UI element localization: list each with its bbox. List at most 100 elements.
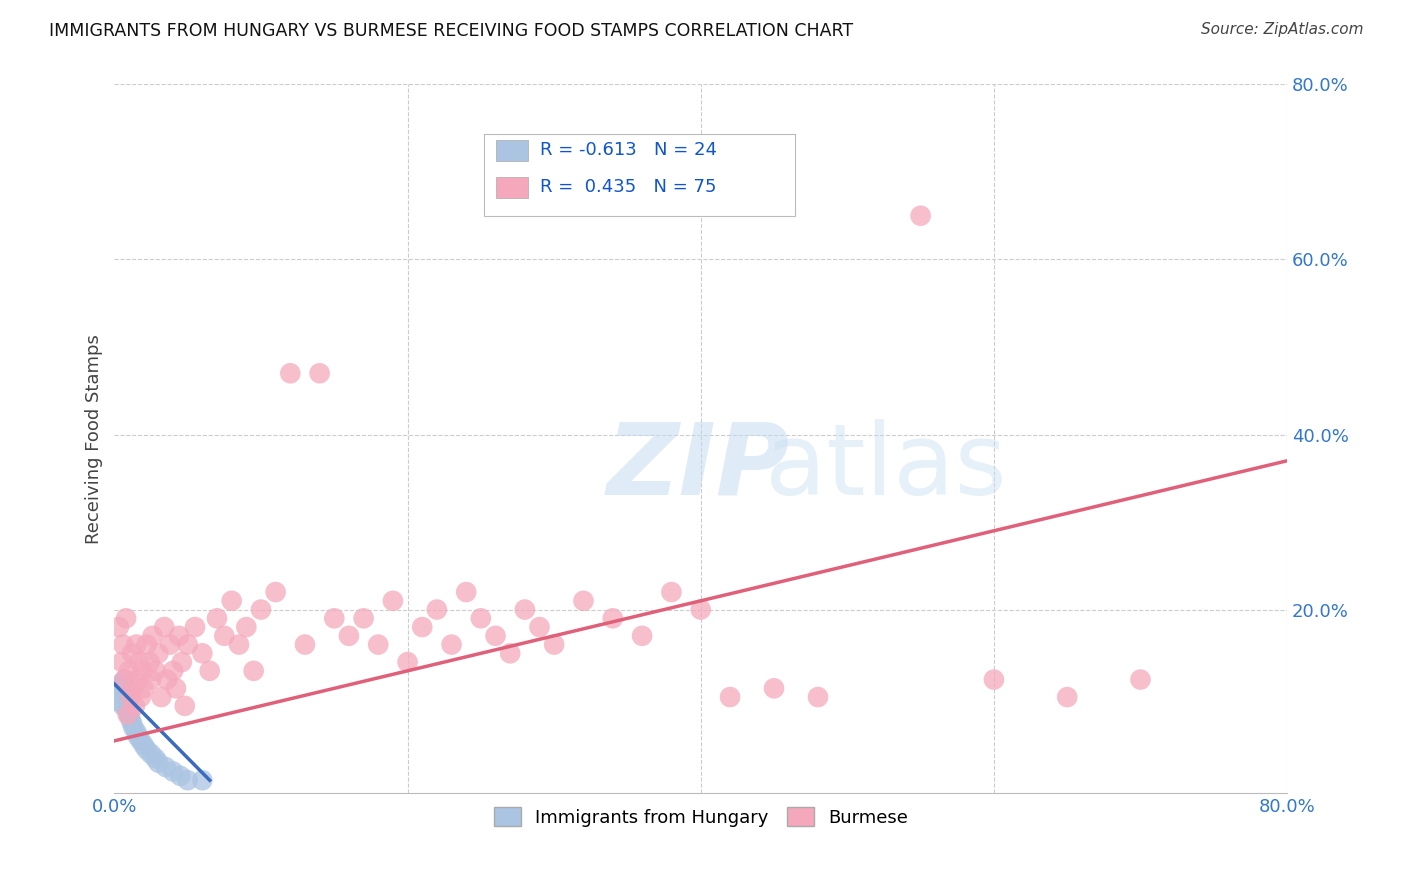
Point bbox=[124, 698, 146, 713]
Point bbox=[167, 629, 190, 643]
Point bbox=[122, 721, 145, 735]
Point bbox=[138, 655, 160, 669]
Point bbox=[235, 620, 257, 634]
Legend: Immigrants from Hungary, Burmese: Immigrants from Hungary, Burmese bbox=[486, 800, 915, 834]
Point bbox=[426, 602, 449, 616]
Point bbox=[353, 611, 375, 625]
Point bbox=[117, 703, 139, 717]
Point bbox=[145, 751, 167, 765]
Point bbox=[191, 646, 214, 660]
Point bbox=[145, 664, 167, 678]
Text: ZIP: ZIP bbox=[607, 418, 790, 516]
Text: atlas: atlas bbox=[765, 418, 1007, 516]
Point bbox=[205, 611, 228, 625]
Point bbox=[910, 209, 932, 223]
Point bbox=[162, 664, 184, 678]
Point bbox=[221, 594, 243, 608]
Point bbox=[631, 629, 654, 643]
Point bbox=[139, 747, 162, 761]
Point bbox=[108, 694, 131, 708]
Point bbox=[127, 730, 149, 744]
Point bbox=[155, 760, 177, 774]
Point bbox=[184, 620, 207, 634]
Point bbox=[396, 655, 419, 669]
Point bbox=[529, 620, 551, 634]
Bar bbox=[495, 140, 529, 161]
Point bbox=[129, 690, 152, 704]
Point bbox=[169, 769, 191, 783]
Point bbox=[108, 620, 131, 634]
Point bbox=[440, 638, 463, 652]
Point bbox=[214, 629, 236, 643]
Point bbox=[250, 602, 273, 616]
Point bbox=[572, 594, 595, 608]
Text: R = -0.613   N = 24: R = -0.613 N = 24 bbox=[540, 141, 717, 159]
Point bbox=[132, 681, 155, 696]
Point bbox=[132, 738, 155, 752]
Point bbox=[131, 664, 153, 678]
Point bbox=[173, 698, 195, 713]
Point bbox=[198, 664, 221, 678]
Point bbox=[139, 673, 162, 687]
Point bbox=[121, 716, 143, 731]
Point bbox=[111, 686, 134, 700]
Point bbox=[112, 698, 135, 713]
Point bbox=[543, 638, 565, 652]
Point bbox=[165, 681, 187, 696]
Point bbox=[121, 646, 143, 660]
Point bbox=[141, 629, 163, 643]
Point bbox=[127, 673, 149, 687]
FancyBboxPatch shape bbox=[484, 134, 794, 216]
Point bbox=[689, 602, 711, 616]
Y-axis label: Receiving Food Stamps: Receiving Food Stamps bbox=[86, 334, 103, 544]
Point bbox=[125, 725, 148, 739]
Point bbox=[120, 690, 142, 704]
Point bbox=[114, 673, 136, 687]
Point bbox=[456, 585, 478, 599]
Point bbox=[470, 611, 492, 625]
Point bbox=[148, 756, 170, 770]
Point bbox=[115, 611, 138, 625]
Point bbox=[122, 681, 145, 696]
Point bbox=[264, 585, 287, 599]
Point bbox=[294, 638, 316, 652]
Point bbox=[129, 734, 152, 748]
Point bbox=[177, 773, 200, 788]
Point bbox=[118, 707, 141, 722]
Point bbox=[278, 366, 301, 380]
Point bbox=[411, 620, 433, 634]
Point bbox=[120, 712, 142, 726]
Point bbox=[159, 638, 181, 652]
Point bbox=[484, 629, 506, 643]
Point bbox=[602, 611, 624, 625]
Point bbox=[170, 655, 193, 669]
Point bbox=[763, 681, 786, 696]
Point bbox=[228, 638, 250, 652]
Text: Source: ZipAtlas.com: Source: ZipAtlas.com bbox=[1201, 22, 1364, 37]
Point bbox=[807, 690, 830, 704]
Point bbox=[1129, 673, 1152, 687]
Text: R =  0.435   N = 75: R = 0.435 N = 75 bbox=[540, 178, 717, 195]
Point bbox=[153, 620, 176, 634]
Point bbox=[983, 673, 1005, 687]
Point bbox=[148, 646, 170, 660]
Point bbox=[162, 764, 184, 779]
Point bbox=[128, 655, 150, 669]
Point bbox=[381, 594, 404, 608]
Point bbox=[125, 638, 148, 652]
Point bbox=[115, 690, 138, 704]
Point bbox=[513, 602, 536, 616]
Point bbox=[337, 629, 360, 643]
Point bbox=[135, 638, 157, 652]
Point bbox=[117, 707, 139, 722]
Point bbox=[110, 677, 132, 691]
Point bbox=[661, 585, 683, 599]
Point bbox=[1056, 690, 1078, 704]
Bar bbox=[495, 177, 529, 198]
Point bbox=[499, 646, 522, 660]
Point bbox=[191, 773, 214, 788]
Point bbox=[112, 638, 135, 652]
Point bbox=[135, 742, 157, 756]
Point bbox=[308, 366, 330, 380]
Point bbox=[718, 690, 741, 704]
